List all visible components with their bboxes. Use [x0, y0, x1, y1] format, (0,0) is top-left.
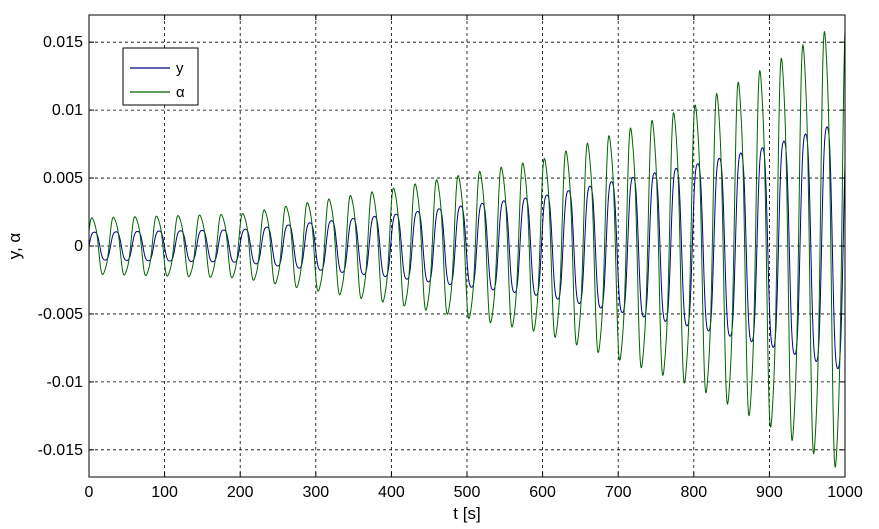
x-tick-label: 1000 [827, 484, 863, 501]
x-tick-label: 200 [227, 484, 254, 501]
y-tick-label: 0.015 [43, 34, 83, 51]
x-tick-label: 800 [680, 484, 707, 501]
series-line-alpha [88, 30, 846, 469]
legend-label-alpha: α [176, 84, 185, 101]
y-axis-label: y, α [5, 233, 24, 260]
legend-box [122, 47, 199, 106]
y-tick-label: -0.01 [47, 374, 84, 391]
x-axis-ticks: 0 100 200 300 400 500 600 700 800 900 1000 [85, 15, 863, 501]
x-tick-label: 400 [378, 484, 405, 501]
x-tick-label: 100 [151, 484, 178, 501]
y-tick-label: 0.005 [43, 170, 83, 187]
legend-label-y: y [176, 60, 184, 77]
grid [89, 15, 845, 477]
y-axis-ticks: 0.015 0.01 0.005 0 -0.005 -0.01 -0.015 [38, 34, 845, 459]
y-tick-label: -0.015 [38, 442, 83, 459]
x-tick-label: 500 [454, 484, 481, 501]
x-tick-label: 600 [529, 484, 556, 501]
y-tick-label: 0.01 [52, 102, 83, 119]
y-tick-label: 0 [74, 238, 83, 255]
x-tick-label: 0 [85, 484, 94, 501]
legend: y α [122, 47, 199, 106]
y-tick-label: -0.005 [38, 306, 83, 323]
x-axis-label: t [s] [453, 504, 480, 523]
x-tick-label: 700 [605, 484, 632, 501]
x-tick-label: 300 [302, 484, 329, 501]
x-tick-label: 900 [756, 484, 783, 501]
series-layer [88, 30, 846, 469]
